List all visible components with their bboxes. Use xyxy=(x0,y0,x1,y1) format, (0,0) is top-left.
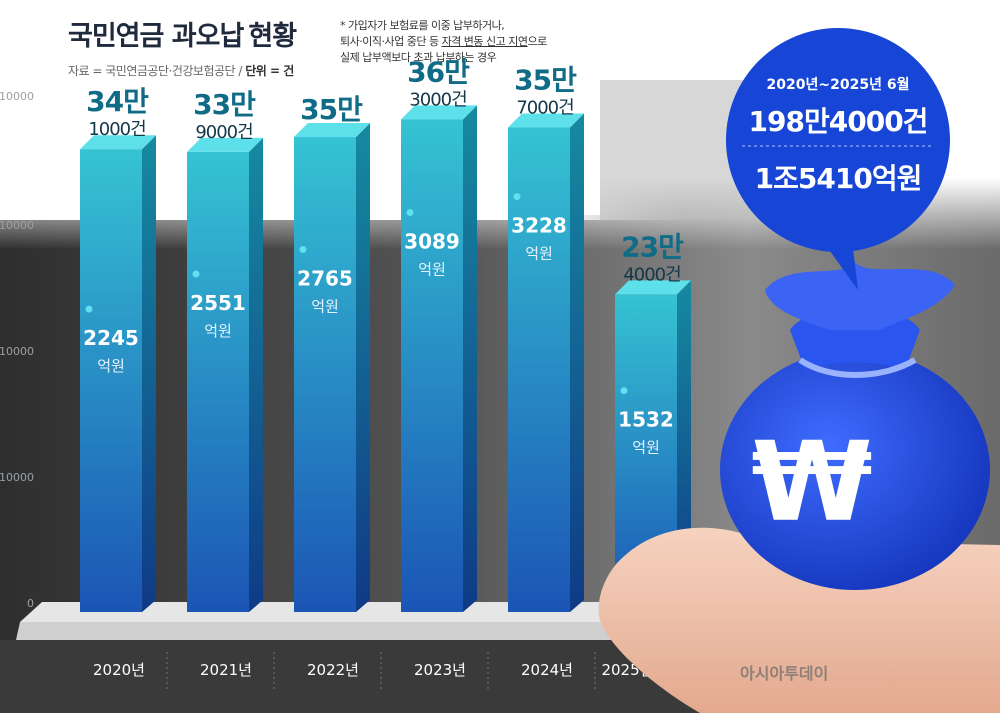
count-label-big: 33만 xyxy=(193,88,256,121)
bar-side xyxy=(356,123,370,612)
summary-total-amount: 1조5410억원 xyxy=(754,162,923,195)
amount-label: 3228 xyxy=(511,214,567,238)
unit-label: 단위 = 건 xyxy=(245,64,294,78)
bag-body xyxy=(720,350,990,590)
count-label-big: 23만 xyxy=(621,230,684,263)
count-label-big: 36만 xyxy=(407,55,470,88)
chart-floor-edge xyxy=(16,622,720,640)
bar-top xyxy=(294,123,370,138)
count-label-big: 35만 xyxy=(300,93,363,126)
count-label-small: 3000건 xyxy=(409,89,466,110)
x-tick-label: 2020년 xyxy=(93,661,145,679)
bar-side xyxy=(249,137,263,612)
bar xyxy=(401,119,463,613)
note-line-3: 실제 납부액보다 초과 납부하는 경우 xyxy=(340,51,497,64)
y-axis: 0 10000 10000 10000 10000 xyxy=(0,90,34,610)
bar xyxy=(294,137,356,612)
amount-dot xyxy=(299,246,307,254)
x-tick-label: 2021년 xyxy=(200,661,252,679)
y-tick-label: 10000 xyxy=(0,345,34,358)
amount-unit: 억원 xyxy=(204,322,232,340)
x-tick-label: 2022년 xyxy=(307,661,359,679)
note-line-1: * 가입자가 보험료를 이중 납부하거나, xyxy=(340,19,505,32)
amount-dot xyxy=(513,193,521,201)
source-line: 자료 = 국민연금공단·건강보험공단 / 단위 = 건 xyxy=(68,62,294,79)
y-tick-label: 10000 xyxy=(0,471,34,484)
summary-total-count: 198만4000건 xyxy=(748,105,929,138)
bar-top xyxy=(187,137,263,152)
count-label-small: 7000건 xyxy=(516,98,573,119)
y-tick-label: 10000 xyxy=(0,219,34,232)
amount-label: 2765 xyxy=(297,267,353,291)
x-tick-label: 2024년 xyxy=(521,661,573,679)
bar-top xyxy=(508,113,584,128)
amount-dot xyxy=(85,305,93,313)
amount-dot xyxy=(406,208,414,216)
bar-top xyxy=(401,105,477,120)
bar-side xyxy=(463,105,477,613)
title: 국민연금 과오납 현황 xyxy=(68,14,297,53)
count-label-small: 1000건 xyxy=(88,119,145,140)
watermark: 아시아투데이 xyxy=(740,664,829,683)
amount-unit: 억원 xyxy=(525,245,553,263)
y-tick-label: 0 xyxy=(27,597,34,610)
count-label-small: 4000건 xyxy=(623,264,680,285)
bar xyxy=(508,127,570,612)
note-line-2: 퇴사·이직·사업 중단 등 자격 변동 신고 지연으로 xyxy=(340,35,547,48)
summary-period: 2020년~2025년 6월 xyxy=(766,77,910,93)
bar-top xyxy=(615,280,691,295)
bar-top xyxy=(80,135,156,150)
title-light: 현황 xyxy=(248,21,297,52)
bar-side xyxy=(570,113,584,612)
source-label: 자료 = 국민연금공단·건강보험공단 / xyxy=(68,64,242,78)
amount-unit: 억원 xyxy=(311,298,339,316)
count-label-small: 9000건 xyxy=(195,122,252,143)
count-label-big: 34만 xyxy=(86,85,149,118)
amount-unit: 억원 xyxy=(97,357,125,375)
amount-dot xyxy=(620,387,628,395)
y-tick-label: 10000 xyxy=(0,90,34,103)
count-label-big: 35만 xyxy=(514,64,577,97)
footnote: * 가입자가 보험료를 이중 납부하거나, 퇴사·이직·사업 중단 등 자격 변… xyxy=(340,18,547,66)
amount-label: 2245 xyxy=(83,326,139,350)
bag-string xyxy=(798,357,917,378)
amount-label: 3089 xyxy=(404,229,460,253)
bag-top xyxy=(765,262,955,330)
bar xyxy=(187,151,249,612)
amount-dot xyxy=(192,270,200,278)
won-icon: ₩ xyxy=(751,418,872,546)
amount-unit: 억원 xyxy=(418,260,446,278)
bar xyxy=(80,149,142,612)
amount-label: 1532 xyxy=(618,408,674,432)
amount-label: 2551 xyxy=(190,291,246,315)
x-tick-label: 2023년 xyxy=(414,661,466,679)
title-main: 국민연금 과오납 xyxy=(68,21,244,52)
bar-side xyxy=(142,135,156,612)
amount-unit: 억원 xyxy=(632,439,660,457)
